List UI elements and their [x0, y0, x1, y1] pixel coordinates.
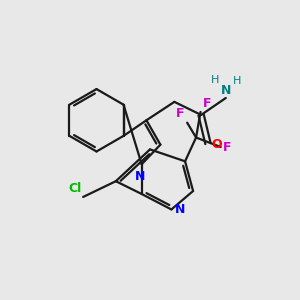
- Text: F: F: [203, 97, 212, 110]
- Text: F: F: [176, 107, 185, 120]
- Text: N: N: [220, 83, 231, 97]
- Text: N: N: [175, 203, 185, 216]
- Text: Cl: Cl: [68, 182, 82, 196]
- Text: H: H: [211, 75, 220, 85]
- Text: O: O: [212, 138, 222, 152]
- Text: F: F: [223, 140, 232, 154]
- Text: H: H: [233, 76, 241, 85]
- Text: N: N: [135, 169, 146, 183]
